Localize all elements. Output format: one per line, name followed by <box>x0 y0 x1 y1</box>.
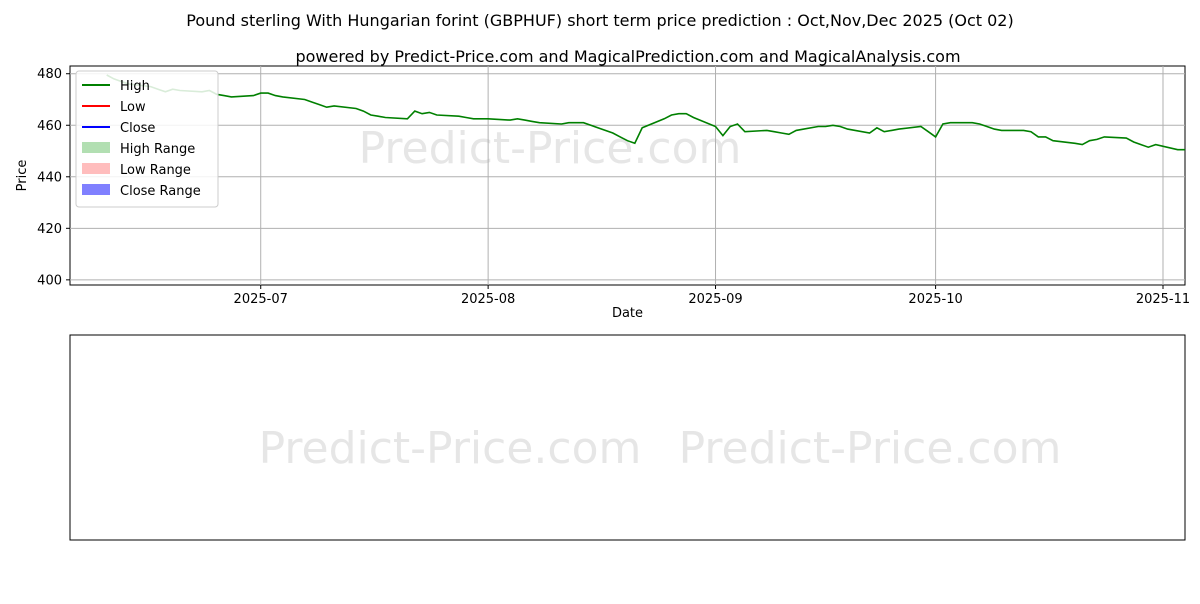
history-x-tick-label: 2025-11 <box>1136 292 1190 307</box>
legend-label: Low <box>120 100 146 115</box>
history-panel: Predict-Price.com 400 420 440 460 480 2025-07 2… <box>15 65 1190 321</box>
legend-patch-low-range <box>82 163 110 174</box>
watermark-text: Predict-Price.com <box>359 123 742 174</box>
history-y-axis-label: Price <box>15 160 30 192</box>
watermark-text: Predict-Price.com <box>679 423 1062 474</box>
legend-label: High Range <box>120 142 195 157</box>
legend-label: High <box>120 79 150 94</box>
legend-label: Low Range <box>120 163 191 178</box>
forecast-plot-area <box>69 334 1186 541</box>
history-x-tick-label: 2025-07 <box>234 292 288 307</box>
legend-label: Close <box>120 121 155 136</box>
history-x-tick-label: 2025-09 <box>688 292 742 307</box>
watermark-text: Predict-Price.com <box>259 423 642 474</box>
forecast-panel: Predict-Price.com Predict-Price.com <box>69 334 1186 541</box>
history-y-tick-label: 440 <box>37 170 62 185</box>
history-plot-area <box>69 65 1186 286</box>
chart-title: Pound sterling With Hungarian forint (GB… <box>186 11 1013 30</box>
history-y-tick-label: 480 <box>37 67 62 82</box>
history-x-axis-label: Date <box>612 306 643 321</box>
high-series-line <box>106 74 1185 151</box>
chart-subtitle: powered by Predict-Price.com and Magical… <box>295 47 960 66</box>
legend-label: Close Range <box>120 184 201 199</box>
history-y-tick-label: 400 <box>37 273 62 288</box>
history-y-tick-label: 460 <box>37 119 62 134</box>
legend-box <box>75 70 219 208</box>
history-y-tick-label: 420 <box>37 222 62 237</box>
history-x-tick-label: 2025-08 <box>461 292 515 307</box>
history-x-tick-label: 2025-10 <box>908 292 962 307</box>
legend-patch-close-range <box>82 184 110 195</box>
history-legend: High Low Close High Range Low Range Close Ran… <box>75 70 219 208</box>
legend-patch-high-range <box>82 142 110 153</box>
